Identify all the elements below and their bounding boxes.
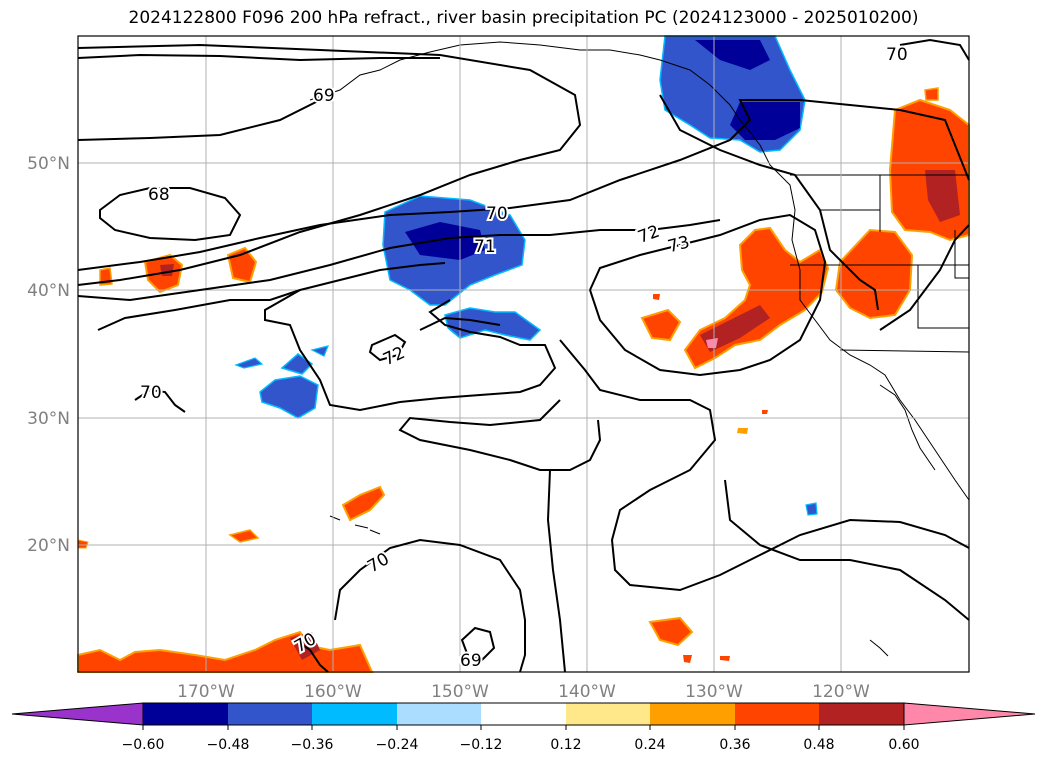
colorbar-segment bbox=[143, 703, 228, 725]
lon-label: 160°W bbox=[304, 682, 362, 702]
lat-label: 50°N bbox=[27, 154, 70, 174]
colorbar-tick-label: 0.36 bbox=[719, 737, 750, 753]
lat-label: 40°N bbox=[27, 281, 70, 301]
map-area bbox=[77, 35, 970, 673]
positive-anomaly-shading bbox=[77, 87, 970, 673]
political-borders bbox=[790, 174, 970, 353]
colorbar-tick-label: −0.48 bbox=[207, 737, 250, 753]
colorbar-extend-high bbox=[903, 702, 1036, 726]
colorbar-tick-label: −0.36 bbox=[291, 737, 334, 753]
contour-label: 69 bbox=[313, 86, 335, 106]
contour-label: 71 bbox=[474, 237, 496, 257]
colorbar-tick-label: 0.24 bbox=[634, 737, 665, 753]
colorbar-extend-low bbox=[11, 702, 144, 726]
lat-label: 20°N bbox=[27, 536, 70, 556]
colorbar-ticks bbox=[142, 725, 905, 730]
lon-label: 170°W bbox=[177, 682, 235, 702]
colorbar-segment bbox=[819, 703, 904, 725]
coastlines bbox=[309, 41, 970, 657]
contour-label: 69 bbox=[460, 651, 482, 671]
colorbar-segment bbox=[735, 703, 819, 725]
gridlines bbox=[78, 36, 969, 672]
colorbar: −0.60 −0.48 −0.36 −0.24 −0.12 0.12 0.24 … bbox=[11, 702, 1036, 753]
lon-label: 130°W bbox=[685, 682, 743, 702]
colorbar-segment bbox=[481, 703, 566, 725]
lat-label: 30°N bbox=[27, 409, 70, 429]
refractivity-contours bbox=[77, 38, 970, 673]
lon-label: 120°W bbox=[812, 682, 870, 702]
contour-label: 68 bbox=[148, 185, 170, 205]
map-title: 2024122800 F096 200 hPa refract., river … bbox=[128, 8, 919, 28]
colorbar-tick-label: −0.60 bbox=[122, 737, 165, 753]
contour-label: 70 bbox=[486, 204, 508, 224]
colorbar-segment bbox=[650, 703, 735, 725]
contour-label: 70 bbox=[886, 45, 908, 65]
colorbar-tick-label: 0.12 bbox=[550, 737, 581, 753]
colorbar-tick-label: −0.24 bbox=[376, 737, 419, 753]
longitude-labels: 170°W 160°W 150°W 140°W 130°W 120°W bbox=[177, 682, 870, 702]
colorbar-segment bbox=[397, 703, 481, 725]
colorbar-tick-label: −0.12 bbox=[460, 737, 503, 753]
colorbar-segment bbox=[566, 703, 650, 725]
colorbar-tick-label: 0.60 bbox=[888, 737, 919, 753]
latitude-labels: 50°N 40°N 30°N 20°N bbox=[27, 154, 70, 556]
colorbar-tick-label: 0.48 bbox=[803, 737, 834, 753]
contour-label: 70 bbox=[140, 383, 162, 403]
colorbar-segment bbox=[228, 703, 312, 725]
colorbar-segment bbox=[312, 703, 397, 725]
lon-label: 150°W bbox=[431, 682, 489, 702]
lon-label: 140°W bbox=[558, 682, 616, 702]
